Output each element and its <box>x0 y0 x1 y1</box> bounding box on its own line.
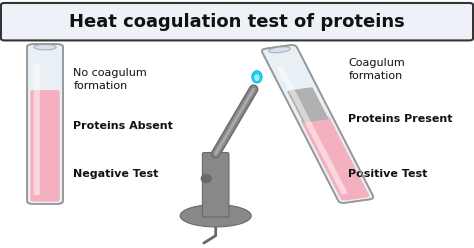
FancyBboxPatch shape <box>277 66 347 194</box>
FancyBboxPatch shape <box>27 44 63 204</box>
Ellipse shape <box>254 74 260 81</box>
FancyBboxPatch shape <box>34 63 40 195</box>
Text: Coagulum
formation: Coagulum formation <box>348 58 405 81</box>
FancyBboxPatch shape <box>202 153 229 217</box>
FancyBboxPatch shape <box>301 116 369 201</box>
FancyBboxPatch shape <box>262 45 374 203</box>
Text: Positive Test: Positive Test <box>348 169 428 179</box>
Text: No coagulum
formation: No coagulum formation <box>73 68 147 91</box>
Text: Proteins Absent: Proteins Absent <box>73 122 173 131</box>
FancyBboxPatch shape <box>287 87 328 123</box>
Text: Negative Test: Negative Test <box>73 169 159 179</box>
Ellipse shape <box>180 205 251 227</box>
Text: Heat coagulation test of proteins: Heat coagulation test of proteins <box>69 13 405 31</box>
FancyBboxPatch shape <box>1 3 473 40</box>
Ellipse shape <box>269 47 291 53</box>
Text: Proteins Present: Proteins Present <box>348 114 453 124</box>
Ellipse shape <box>252 71 262 83</box>
Ellipse shape <box>201 174 211 183</box>
Ellipse shape <box>34 44 56 50</box>
FancyBboxPatch shape <box>30 90 60 202</box>
